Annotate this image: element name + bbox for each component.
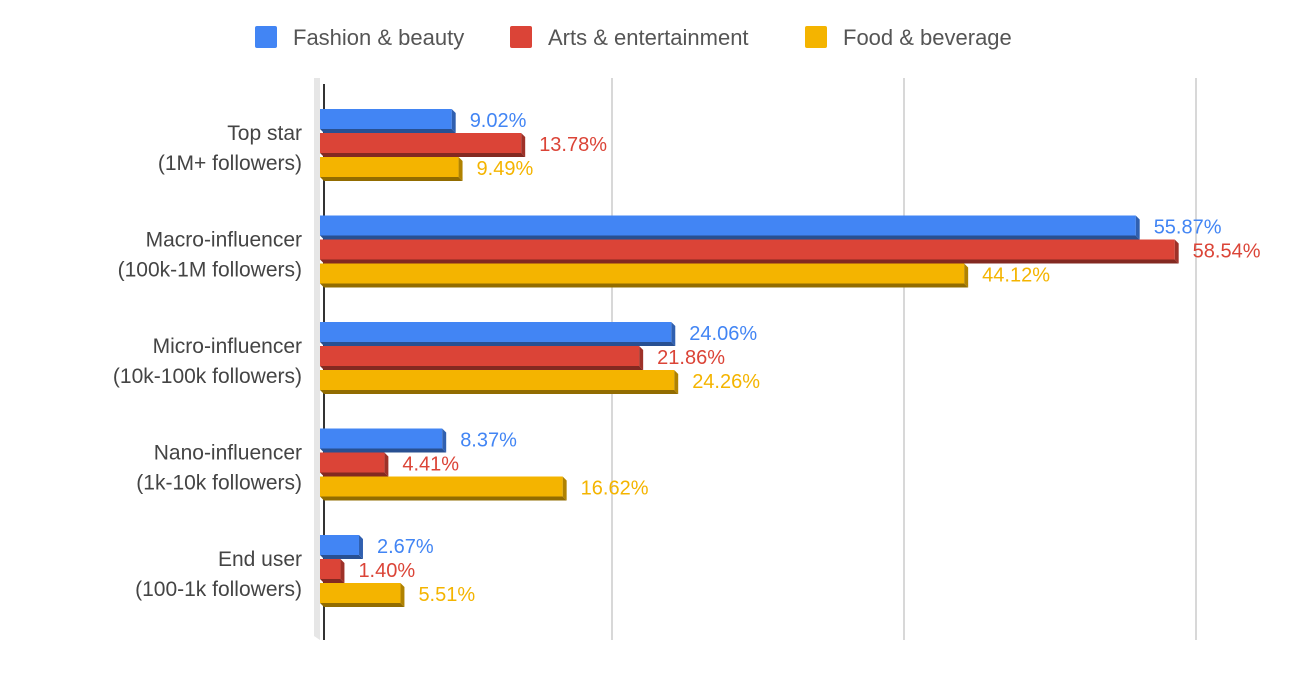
- category-label: Top star: [227, 122, 302, 145]
- data-label: 5.51%: [418, 584, 475, 606]
- data-label: 4.41%: [402, 454, 459, 476]
- bar-shadow: [320, 448, 447, 453]
- bar-shadow: [320, 235, 1140, 240]
- category-sublabel: (100-1k followers): [135, 578, 302, 601]
- bar: [320, 215, 1136, 236]
- data-label: 44.12%: [982, 265, 1050, 287]
- bar: [320, 428, 443, 449]
- bar-shadow: [320, 129, 456, 133]
- category-sublabel: (1k-10k followers): [136, 472, 302, 495]
- category-label: Nano-influencer: [154, 442, 302, 465]
- data-label: 9.02%: [470, 110, 527, 132]
- bar-side: [451, 109, 456, 133]
- category-label: End user: [218, 548, 302, 571]
- bar-shadow: [320, 259, 1179, 264]
- legend-swatch: [805, 26, 827, 48]
- bar: [320, 239, 1175, 260]
- bar-side: [562, 476, 567, 501]
- category-label: Micro-influencer: [153, 335, 302, 358]
- data-label: 8.37%: [460, 430, 517, 452]
- bar: [320, 109, 452, 129]
- bar-shadow: [320, 390, 679, 394]
- category-label: Macro-influencer: [146, 229, 302, 252]
- data-label: 55.87%: [1154, 217, 1222, 239]
- category-sublabel: (10k-100k followers): [113, 365, 302, 388]
- bar-side: [674, 370, 679, 394]
- bar-shadow: [320, 472, 389, 477]
- bar-side: [458, 157, 463, 181]
- bar: [320, 157, 459, 177]
- data-label: 24.26%: [692, 371, 760, 393]
- bar: [320, 559, 341, 579]
- bar: [320, 535, 359, 555]
- legend-label: Food & beverage: [843, 25, 1012, 50]
- bar-shadow: [320, 496, 567, 501]
- legend-swatch: [255, 26, 277, 48]
- bar-side: [358, 535, 363, 559]
- bar-side: [442, 428, 447, 453]
- bar: [320, 452, 385, 473]
- bar-shadow: [320, 366, 644, 370]
- bar-side: [639, 346, 644, 370]
- bar-side: [964, 263, 969, 288]
- bar: [320, 322, 672, 342]
- category-sublabel: (1M+ followers): [158, 152, 302, 175]
- data-label: 2.67%: [377, 536, 434, 558]
- bar-side: [400, 583, 405, 607]
- data-label: 1.40%: [358, 560, 415, 582]
- legend-label: Arts & entertainment: [548, 25, 749, 50]
- data-label: 24.06%: [689, 323, 757, 345]
- bar-shadow: [320, 177, 463, 181]
- data-label: 58.54%: [1193, 241, 1261, 263]
- legend-label: Fashion & beauty: [293, 25, 464, 50]
- bar-side: [521, 133, 526, 157]
- bar-side: [1135, 215, 1140, 240]
- bar-shadow: [320, 283, 969, 288]
- data-label: 13.78%: [539, 134, 607, 156]
- bar: [320, 346, 640, 366]
- legend-swatch: [510, 26, 532, 48]
- bar-shadow: [320, 579, 345, 583]
- bar-side: [671, 322, 676, 346]
- category-sublabel: (100k-1M followers): [118, 259, 302, 282]
- bar-side: [1174, 239, 1179, 264]
- bar: [320, 263, 965, 284]
- bar-shadow: [320, 555, 363, 559]
- bar: [320, 583, 401, 603]
- axis-wall: [314, 78, 320, 640]
- bar-side: [384, 452, 389, 477]
- bar: [320, 476, 563, 497]
- bar: [320, 370, 675, 390]
- bar-side: [340, 559, 345, 583]
- bar-shadow: [320, 153, 526, 157]
- bar-shadow: [320, 342, 676, 346]
- data-label: 21.86%: [657, 347, 725, 369]
- bar-shadow: [320, 603, 405, 607]
- bar: [320, 133, 522, 153]
- data-label: 16.62%: [581, 478, 649, 500]
- data-label: 9.49%: [477, 158, 534, 180]
